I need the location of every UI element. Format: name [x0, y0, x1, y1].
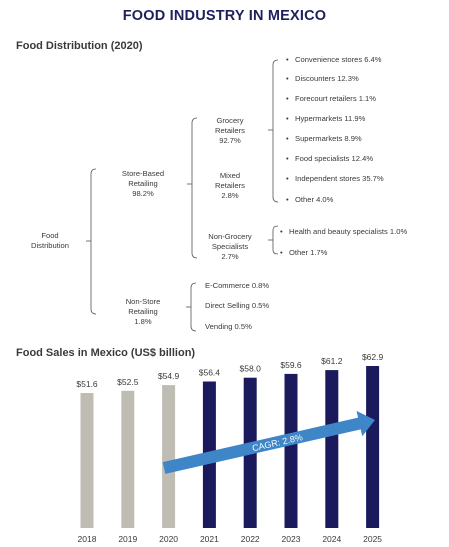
tree-root-label: Food Distribution	[31, 231, 69, 250]
year-label-2021: 2021	[200, 534, 219, 544]
tree-non-store-label: Non-Store Retailing 1.8%	[125, 297, 161, 326]
bar-2024	[325, 370, 339, 528]
grocery-item: • Food specialists 12.4%	[286, 154, 374, 163]
cagr-arrow: CAGR: 2.8%	[162, 410, 375, 474]
year-label-2020: 2020	[159, 534, 178, 544]
year-label-2025: 2025	[363, 534, 382, 544]
grocery-item: • Forecourt retailers 1.1%	[286, 94, 377, 103]
year-label-2018: 2018	[78, 534, 97, 544]
non-grocery-item: • Other 1.7%	[280, 248, 328, 257]
tree-non-grocery-label: Non-Grocery Specialists 2.7%	[208, 232, 252, 261]
bar-2025	[366, 366, 380, 528]
value-label-2020: $54.9	[158, 371, 180, 381]
non-store-item: Vending 0.5%	[205, 322, 252, 331]
non-store-item: Direct Selling 0.5%	[205, 301, 270, 310]
tree-store-based-label: Store-Based Retailing 98.2%	[121, 169, 165, 198]
value-label-2024: $61.2	[321, 356, 343, 366]
bar-2019	[121, 390, 135, 528]
bar-2020	[162, 385, 176, 528]
distribution-title: Food Distribution (2020)	[16, 40, 143, 52]
chart-title: Food Sales in Mexico (US$ billion)	[16, 347, 196, 359]
bar-2018	[80, 393, 94, 528]
non-grocery-item: • Health and beauty specialists 1.0%	[280, 227, 408, 236]
grocery-item: • Other 4.0%	[286, 195, 334, 204]
page-title: FOOD INDUSTRY IN MEXICO	[122, 8, 327, 24]
value-label-2019: $52.5	[117, 377, 139, 387]
year-label-2022: 2022	[241, 534, 260, 544]
tree-mixed-label: Mixed Retailers 2.8%	[215, 171, 245, 200]
value-label-2021: $56.4	[199, 368, 221, 378]
grocery-item: • Independent stores 35.7%	[286, 174, 384, 183]
year-label-2023: 2023	[282, 534, 301, 544]
tree-grocery-label: Grocery Retailers 92.7%	[215, 116, 245, 145]
grocery-item: • Supermarkets 8.9%	[286, 134, 362, 143]
grocery-item: • Hypermarkets 11.9%	[286, 114, 366, 123]
root-bracket	[90, 168, 97, 315]
year-label-2019: 2019	[118, 534, 137, 544]
bar-2023	[284, 373, 298, 528]
value-label-2023: $59.6	[280, 360, 302, 370]
store-based-bracket	[191, 117, 198, 259]
grocery-item: • Convenience stores 6.4%	[286, 55, 382, 64]
non-store-item: E-Commerce 0.8%	[205, 281, 270, 290]
year-label-2024: 2024	[322, 534, 341, 544]
grocery-bracket	[272, 59, 279, 203]
value-label-2022: $58.0	[240, 364, 262, 374]
grocery-item: • Discounters 12.3%	[286, 74, 359, 83]
value-label-2025: $62.9	[362, 352, 384, 362]
value-label-2018: $51.6	[76, 379, 98, 389]
